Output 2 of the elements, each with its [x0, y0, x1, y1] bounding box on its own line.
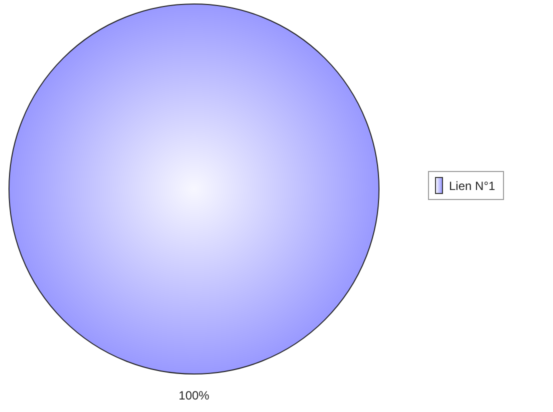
- data-label: 100%: [178, 388, 210, 402]
- legend-label: Lien N°1: [449, 178, 496, 192]
